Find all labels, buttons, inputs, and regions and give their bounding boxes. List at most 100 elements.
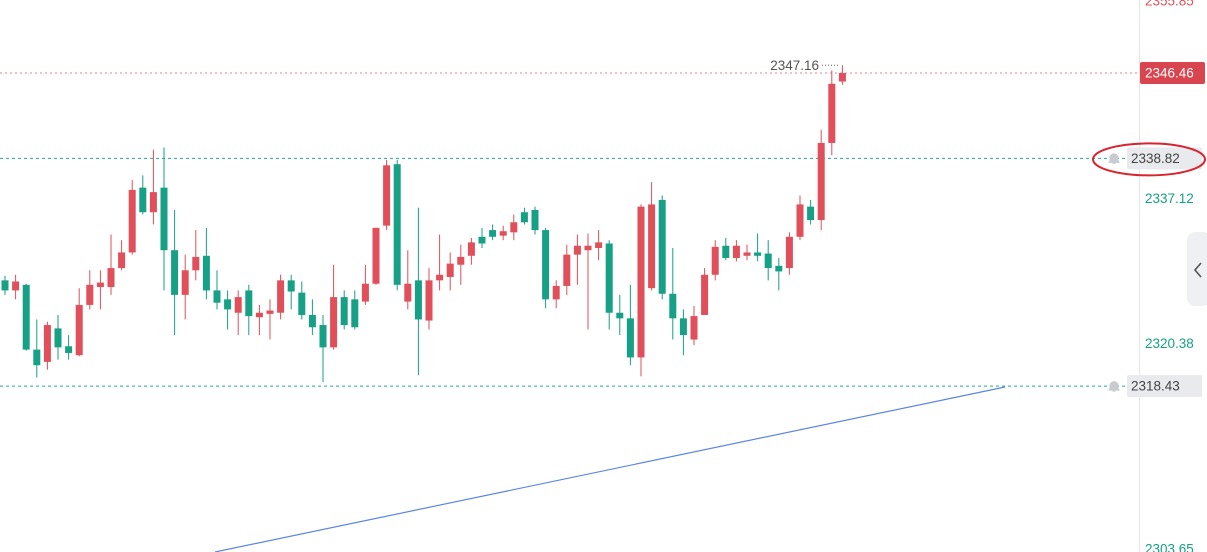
candle-body: [160, 187, 168, 251]
alert-bell: [1108, 381, 1120, 392]
candle-body: [404, 283, 412, 302]
candle-body: [584, 245, 592, 251]
candle-body: [330, 297, 338, 348]
candle-body: [245, 290, 253, 317]
trend-line: [214, 386, 1006, 552]
candle-body: [86, 284, 94, 305]
candle-body: [595, 242, 603, 248]
candle-body: [722, 245, 730, 259]
y-tick-label: 2337.12: [1145, 191, 1194, 206]
candle-body: [202, 255, 210, 291]
candle-body: [139, 187, 147, 213]
candle-body: [648, 204, 656, 289]
candle-body: [711, 246, 719, 275]
candle-body: [658, 199, 666, 294]
alert-label-bg: [1127, 375, 1202, 398]
collapse-tab[interactable]: [1187, 232, 1207, 306]
highlight-circle: [1092, 142, 1206, 177]
candle-body: [298, 292, 306, 315]
candle-body: [266, 310, 274, 314]
candle-body: [1, 280, 9, 291]
candle-body: [65, 346, 73, 353]
candle-body: [372, 227, 380, 284]
candle-body: [531, 209, 539, 231]
candle-body: [542, 230, 550, 300]
candle-body: [626, 318, 634, 358]
candle-body: [732, 245, 740, 259]
high-label: 2347.16: [770, 58, 819, 73]
candle-body: [764, 253, 772, 269]
candle-body: [520, 212, 528, 223]
candle-body: [573, 245, 581, 255]
candle-body: [213, 290, 221, 303]
candle-body: [669, 293, 677, 319]
candle-body: [743, 252, 751, 256]
candle-body: [510, 222, 518, 233]
candle-body: [308, 314, 316, 328]
candle-body: [616, 312, 624, 319]
candle-body: [107, 268, 115, 288]
candle-body: [351, 299, 359, 328]
candle-body: [552, 285, 560, 300]
alert-label-bg: [1127, 147, 1202, 170]
candle-body: [828, 83, 836, 143]
candle-body: [690, 316, 698, 340]
collapse-tab-bg[interactable]: [1187, 232, 1207, 306]
candle-body: [807, 206, 815, 221]
price-label-bg: [1140, 62, 1205, 85]
candle-body: [181, 270, 189, 295]
candle-body: [96, 282, 104, 288]
candle-body: [118, 252, 126, 269]
candle-body: [75, 304, 83, 356]
candle-body: [43, 325, 51, 362]
candle-body: [54, 328, 62, 348]
alert-label: 2318.43: [1131, 379, 1180, 394]
y-tick-label: 2320.38: [1145, 336, 1194, 351]
candle-body: [754, 252, 762, 256]
candle-body: [383, 165, 391, 226]
candle-body: [817, 142, 825, 221]
candle-body: [838, 73, 846, 82]
candle-body: [796, 204, 804, 237]
alert-label: 2338.82: [1131, 151, 1180, 166]
candle-body: [425, 280, 433, 321]
candle-body: [128, 189, 136, 253]
candle-body: [489, 230, 497, 237]
price-label: 2346.46: [1145, 66, 1194, 81]
candle-body: [637, 206, 645, 358]
y-tick-label: 2355.85: [1145, 0, 1194, 9]
candle-body: [785, 236, 793, 269]
candle-body: [701, 274, 709, 315]
candle-body: [679, 318, 687, 336]
candle-body: [467, 242, 475, 256]
candle-body: [775, 265, 783, 272]
candle-body: [234, 297, 242, 313]
candle-body: [149, 192, 157, 213]
candle-body: [255, 312, 263, 318]
candle-body: [22, 284, 30, 350]
candle-body: [563, 254, 571, 286]
candle-body: [361, 283, 369, 302]
candle-body: [478, 236, 486, 244]
collapse-icon[interactable]: [1193, 262, 1202, 278]
candle-body: [457, 256, 465, 265]
candle-body: [224, 299, 232, 310]
candle-body: [499, 231, 507, 236]
candle-body: [171, 250, 179, 295]
candle-body: [287, 280, 295, 292]
candle-body: [277, 280, 285, 313]
candle-body: [414, 280, 422, 320]
candle-body: [192, 256, 200, 271]
candle-body: [319, 325, 327, 348]
candle-body: [446, 263, 454, 278]
candle-body: [33, 349, 41, 366]
candle-body: [436, 274, 444, 281]
candle-body: [12, 281, 20, 291]
y-tick-label: 2303.65: [1145, 542, 1194, 552]
candle-body: [340, 297, 348, 326]
candle-body: [393, 164, 401, 285]
alert-bell: [1108, 153, 1120, 164]
candle-body: [605, 243, 613, 313]
